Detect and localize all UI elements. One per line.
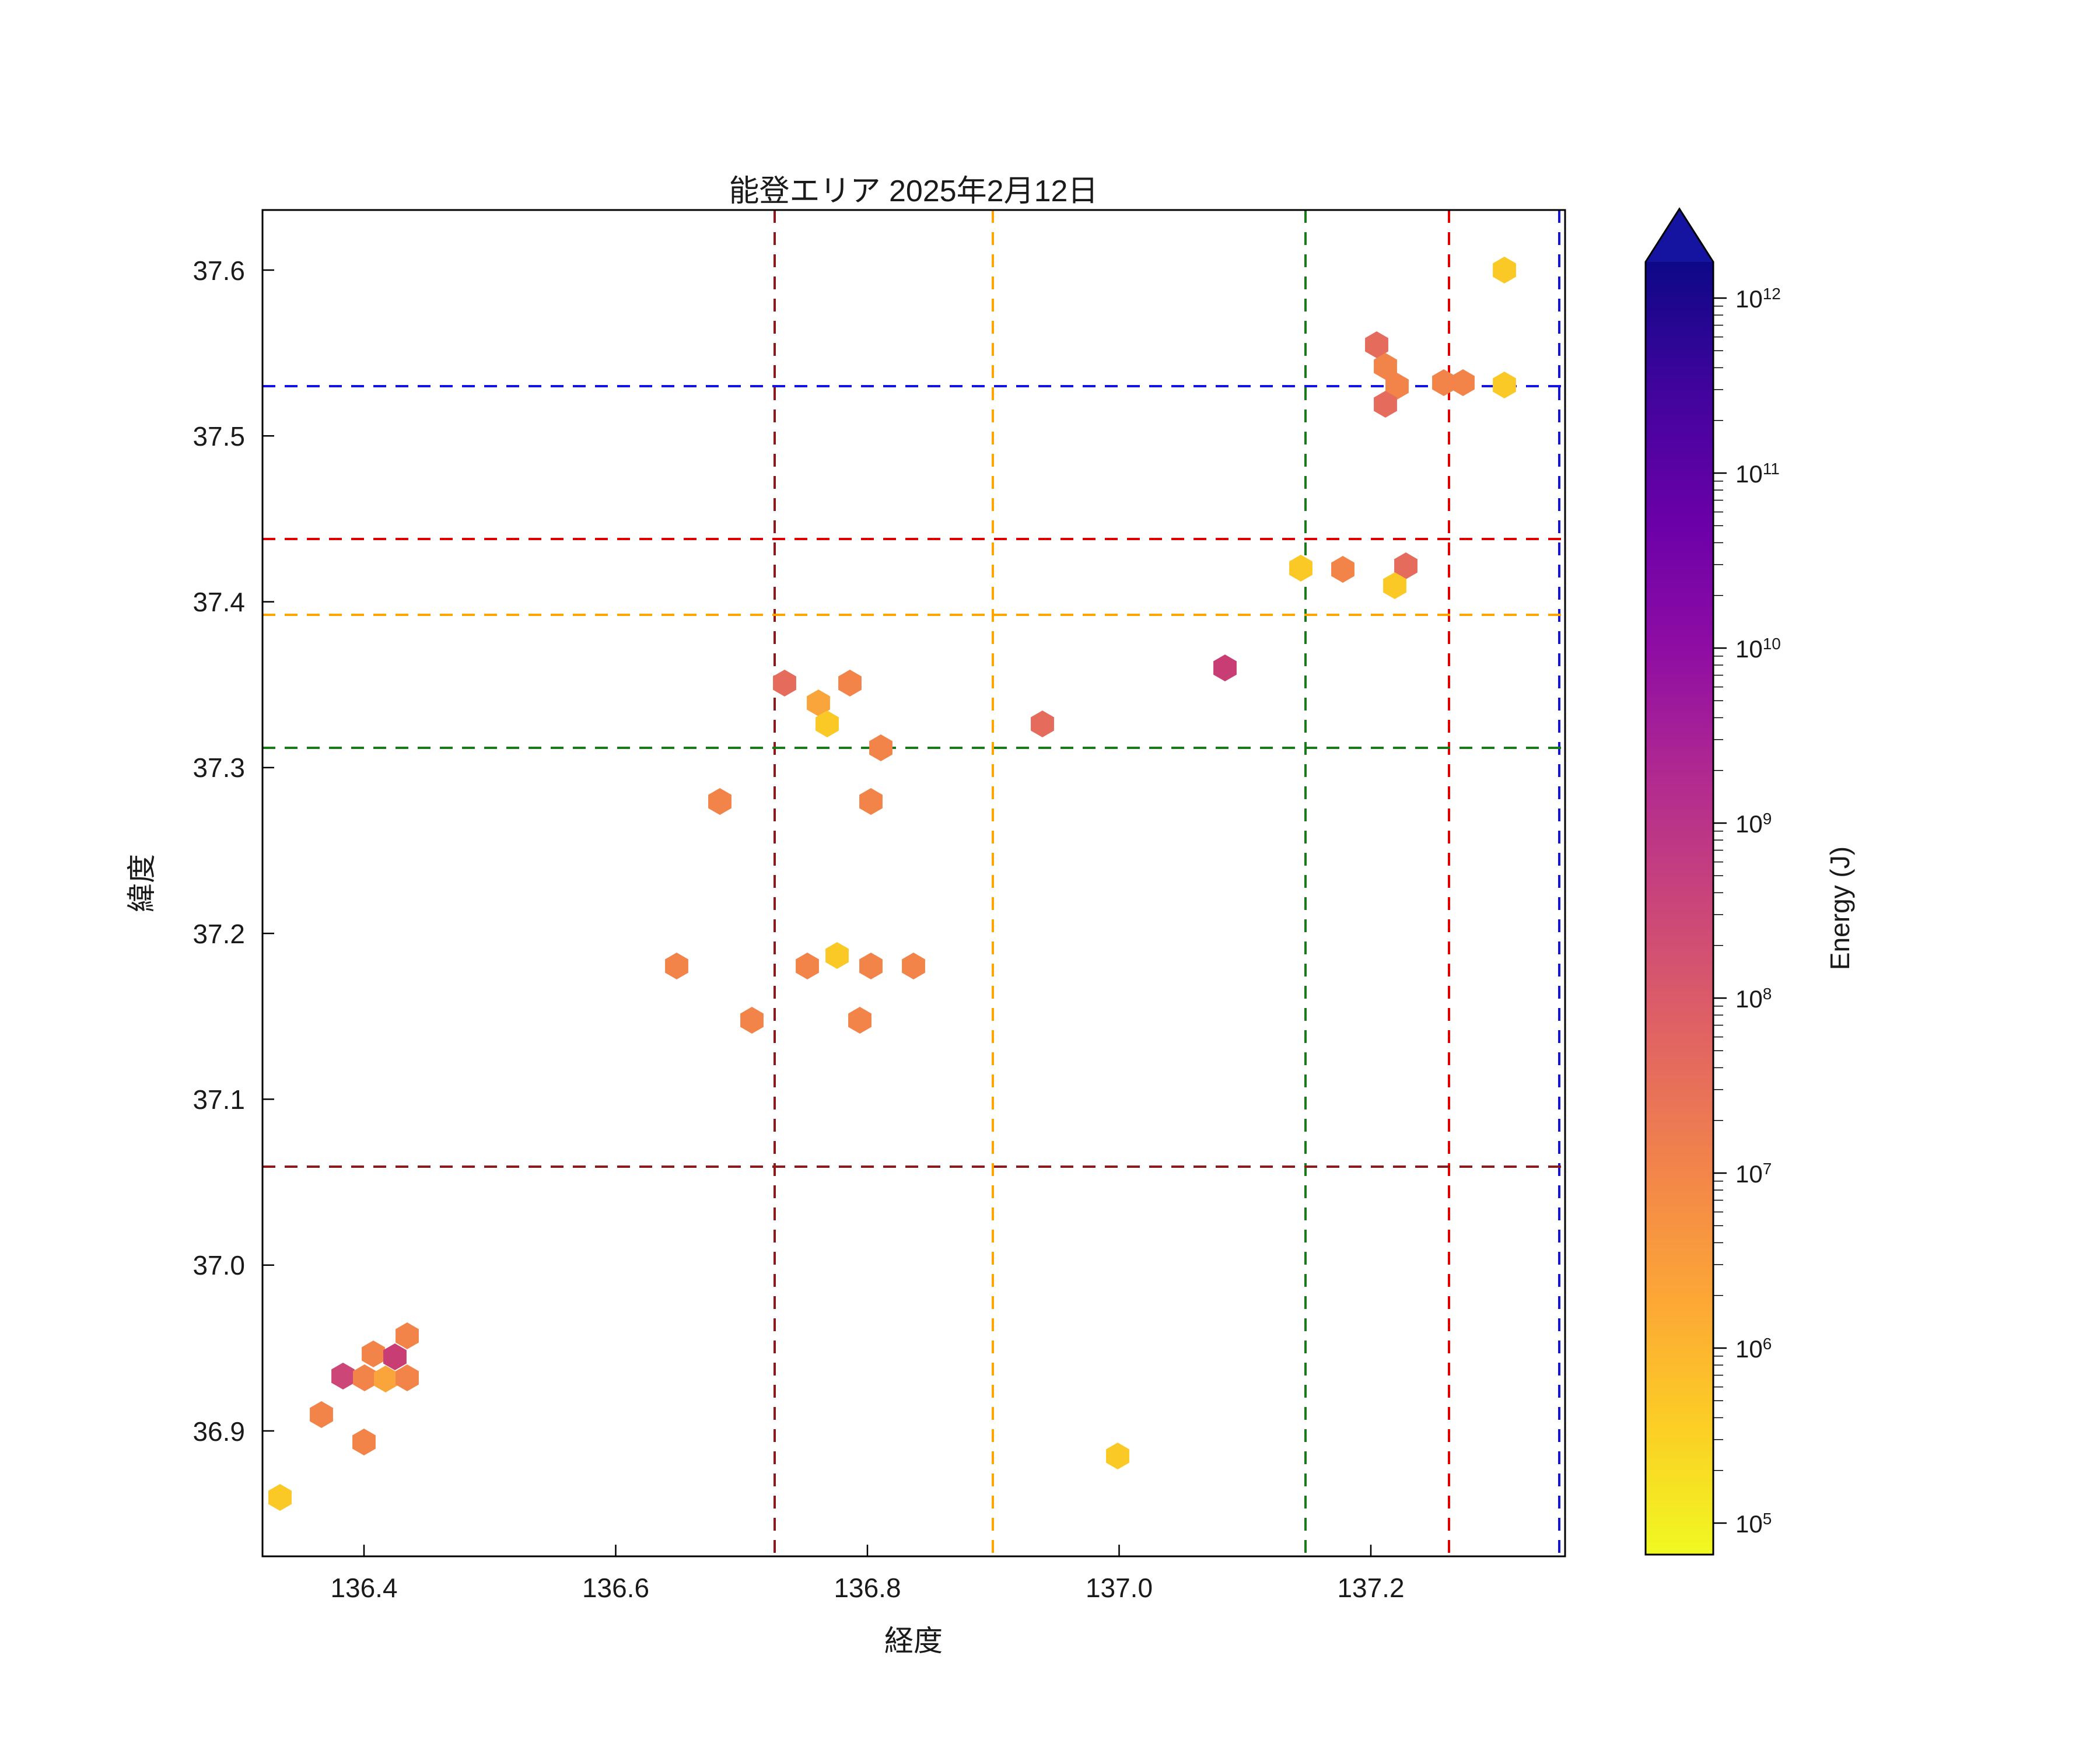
- svg-text:109: 109: [1735, 810, 1772, 838]
- svg-text:1011: 1011: [1735, 460, 1780, 488]
- svg-text:1010: 1010: [1735, 635, 1781, 663]
- svg-text:37.2: 37.2: [192, 919, 245, 949]
- svg-text:136.8: 136.8: [834, 1573, 901, 1603]
- svg-text:106: 106: [1735, 1335, 1772, 1363]
- svg-text:105: 105: [1735, 1510, 1772, 1538]
- svg-text:Energy (J): Energy (J): [1825, 846, 1855, 970]
- svg-text:能登エリア 2025年2月12日: 能登エリア 2025年2月12日: [729, 174, 1098, 208]
- svg-text:1012: 1012: [1735, 285, 1781, 313]
- svg-text:136.6: 136.6: [582, 1573, 649, 1603]
- svg-text:37.5: 37.5: [192, 421, 245, 452]
- svg-text:136.4: 136.4: [330, 1573, 397, 1603]
- svg-text:137.0: 137.0: [1086, 1573, 1153, 1603]
- svg-text:108: 108: [1735, 985, 1772, 1013]
- svg-text:37.6: 37.6: [192, 256, 245, 286]
- svg-text:37.3: 37.3: [192, 752, 245, 783]
- svg-text:107: 107: [1735, 1160, 1772, 1188]
- svg-text:緯度: 緯度: [125, 854, 158, 912]
- svg-text:37.4: 37.4: [192, 587, 245, 617]
- svg-text:36.9: 36.9: [192, 1416, 245, 1447]
- svg-text:137.2: 137.2: [1337, 1573, 1404, 1603]
- svg-text:37.1: 37.1: [192, 1084, 245, 1115]
- svg-text:経度: 経度: [884, 1625, 943, 1657]
- svg-text:37.0: 37.0: [192, 1250, 245, 1280]
